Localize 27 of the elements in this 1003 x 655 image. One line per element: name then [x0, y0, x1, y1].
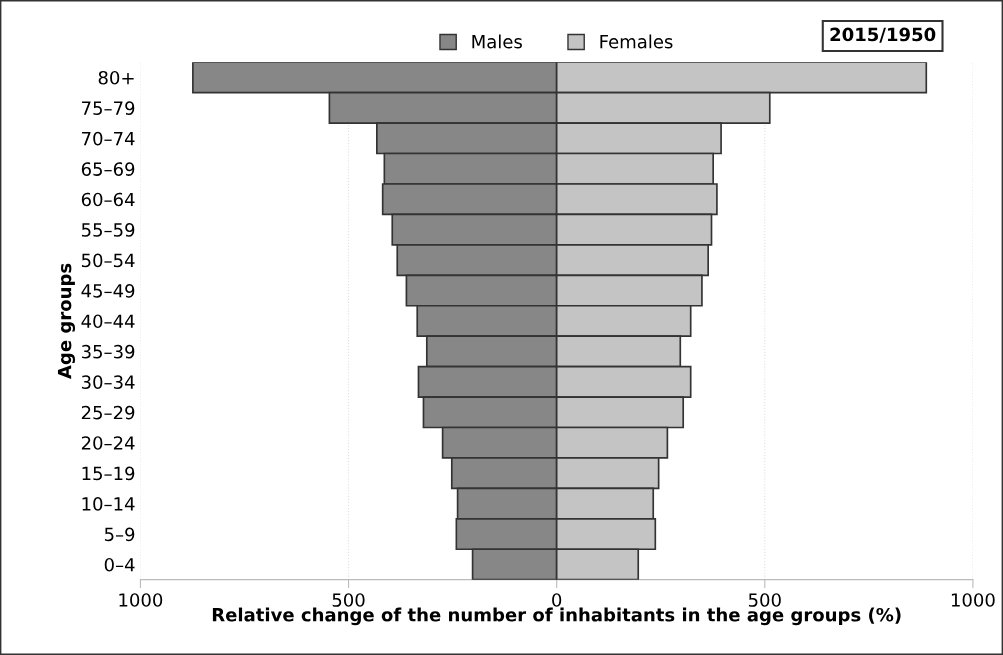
y-tick-label: 50–54 [81, 253, 135, 268]
y-tick-label: 30–34 [81, 375, 135, 389]
y-tick-label: 40–44 [81, 314, 135, 329]
x-tick-label: 1000 [119, 593, 163, 607]
y-tick-label: 0–4 [104, 557, 135, 572]
x-tick-label: 500 [748, 593, 781, 607]
x-tick-label: 0 [552, 593, 562, 607]
legend-label: Females [600, 34, 673, 49]
x-tick-label: 1000 [951, 593, 995, 607]
y-tick-label: 25–29 [81, 405, 135, 420]
y-tick-label: 70–74 [82, 131, 135, 146]
y-tick-label: 10–14 [82, 497, 135, 511]
x-axis-title: Relative change of the number of inhabitants in the age groups (%) [212, 607, 901, 626]
y-tick-label: 80+ [98, 70, 134, 85]
y-axis-title: Age groups [57, 263, 76, 379]
y-tick-label: 15–19 [82, 466, 135, 481]
y-tick-label: 35–39 [81, 344, 135, 359]
y-tick-label: 45–49 [81, 283, 135, 298]
y-tick-label: 60–64 [81, 192, 135, 207]
y-tick-label: 5–9 [104, 527, 135, 542]
y-tick-label: 20–24 [81, 436, 135, 450]
y-tick-label: 55–59 [81, 223, 135, 237]
x-tick-label: 500 [332, 593, 365, 607]
y-tick-label: 65–69 [81, 162, 135, 176]
legend-label: Males [472, 34, 522, 49]
y-tick-label: 75–79 [82, 101, 135, 115]
text: 2015/1950 [830, 27, 936, 43]
